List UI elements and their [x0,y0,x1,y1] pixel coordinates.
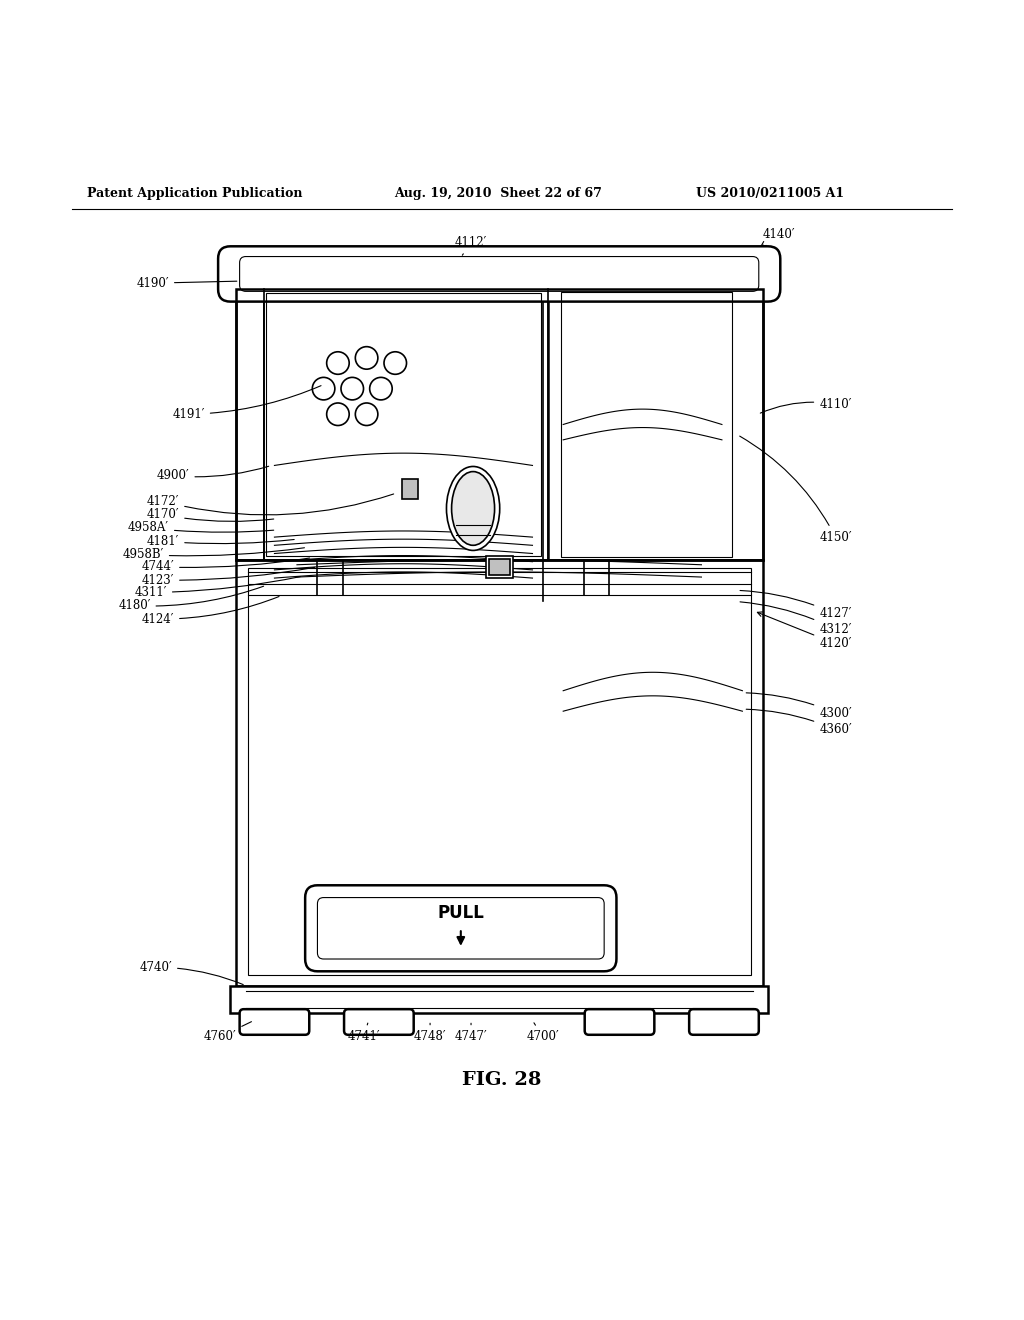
Circle shape [370,378,392,400]
FancyBboxPatch shape [305,886,616,972]
Text: 4112′: 4112′ [455,236,487,255]
Bar [236,289,264,560]
Text: 4120′: 4120′ [758,612,852,651]
Text: 4360′: 4360′ [746,709,852,737]
Bar [489,558,510,576]
FancyBboxPatch shape [585,1010,654,1035]
Text: 4741′: 4741′ [347,1023,380,1043]
FancyBboxPatch shape [344,1010,414,1035]
Text: 4958B′: 4958B′ [123,548,304,561]
Text: PULL: PULL [437,904,484,921]
Bar [248,568,751,975]
Bar [236,560,763,986]
Text: 4150′: 4150′ [739,436,852,544]
Text: 4172′: 4172′ [146,494,393,515]
Text: 4140′: 4140′ [761,227,796,246]
Text: 4900′: 4900′ [157,466,268,482]
Text: 4700′: 4700′ [526,1023,559,1043]
Bar [561,293,732,557]
Text: 4190′: 4190′ [136,277,237,289]
Text: 4311′: 4311′ [134,577,300,599]
Text: 4312′: 4312′ [740,602,852,636]
Bar [548,289,763,560]
Text: 4958A′: 4958A′ [128,521,273,535]
Text: 4748′: 4748′ [414,1023,446,1043]
Text: 4747′: 4747′ [455,1023,487,1043]
Text: 4744′: 4744′ [141,558,309,573]
Text: 4123′: 4123′ [141,568,314,586]
Bar [230,986,768,1014]
Text: US 2010/0211005 A1: US 2010/0211005 A1 [696,186,845,199]
Ellipse shape [452,471,495,545]
Bar [402,479,418,499]
Circle shape [355,403,378,425]
Text: 4127′: 4127′ [740,590,852,620]
Bar [486,556,513,578]
Bar [266,293,541,556]
Circle shape [341,378,364,400]
FancyBboxPatch shape [218,247,780,301]
Text: 4181′: 4181′ [147,535,294,548]
Circle shape [327,403,349,425]
Text: FIG. 28: FIG. 28 [462,1071,542,1089]
Text: Patent Application Publication: Patent Application Publication [87,186,302,199]
Circle shape [327,351,349,375]
Circle shape [384,351,407,375]
Text: 4191′: 4191′ [172,385,322,421]
Circle shape [312,378,335,400]
FancyBboxPatch shape [240,1010,309,1035]
FancyBboxPatch shape [689,1010,759,1035]
Text: 4110′: 4110′ [760,397,852,413]
Text: 4180′: 4180′ [118,586,263,612]
Text: 4740′: 4740′ [139,961,243,985]
Text: 4760′: 4760′ [204,1022,252,1043]
Text: 4170′: 4170′ [146,508,273,521]
Text: 4300′: 4300′ [746,693,852,719]
Circle shape [355,347,378,370]
Bar [236,289,763,560]
Text: Aug. 19, 2010  Sheet 22 of 67: Aug. 19, 2010 Sheet 22 of 67 [394,186,602,199]
Text: 4124′: 4124′ [141,597,279,626]
Bar [264,289,543,560]
Ellipse shape [446,466,500,550]
